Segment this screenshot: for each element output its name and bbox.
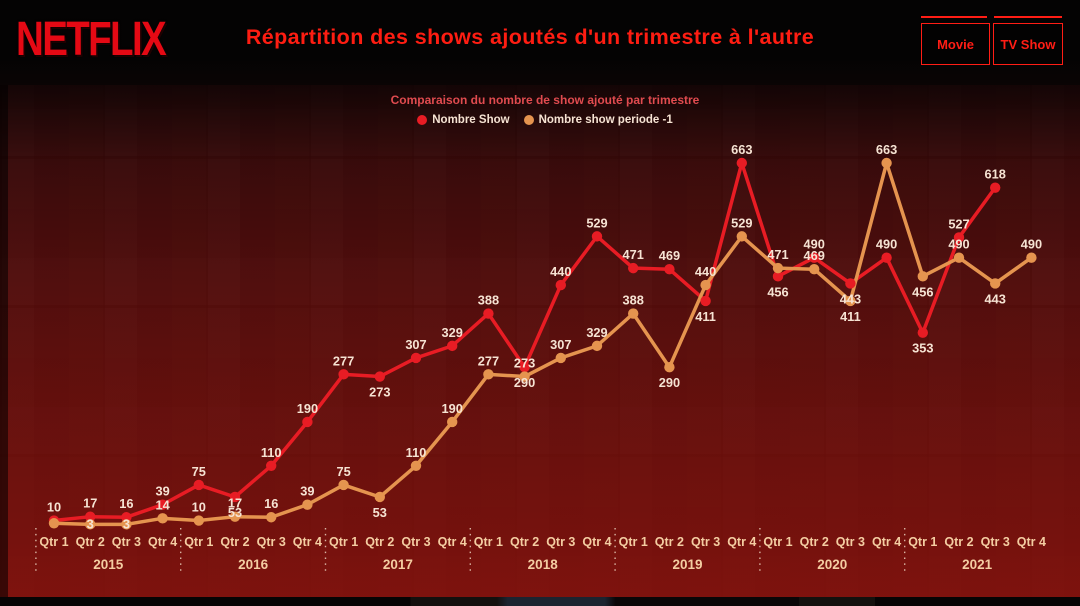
legend-item-nombre-show[interactable]: Nombre Show: [417, 114, 510, 126]
header-bar: NETFLIX Répartition des shows ajoutés d'…: [0, 0, 1080, 85]
chart-title: Comparaison du nombre de show ajouté par…: [390, 93, 700, 107]
tvshow-filter-tick: [994, 16, 1062, 18]
legend-label: Nombre Show: [432, 114, 510, 126]
orange-series-dot-icon: [523, 115, 534, 125]
page-title: Répartition des shows ajoutés d'un trime…: [245, 25, 815, 49]
tvshow-filter-button[interactable]: TV Show: [993, 23, 1063, 65]
movie-filter-tick: [921, 16, 987, 18]
red-series-dot-icon: [417, 115, 428, 125]
left-edge-shadow: [0, 85, 8, 598]
chart-legend: Nombre Show Nombre show periode -1: [0, 114, 1080, 126]
bottom-poster-strip: [0, 597, 1080, 606]
legend-item-nombre-show-periode-1[interactable]: Nombre show periode -1: [523, 114, 673, 126]
netflix-logo: NETFLIX: [16, 11, 167, 66]
movie-filter-button[interactable]: Movie: [921, 23, 990, 65]
legend-label: Nombre show periode -1: [538, 114, 673, 126]
